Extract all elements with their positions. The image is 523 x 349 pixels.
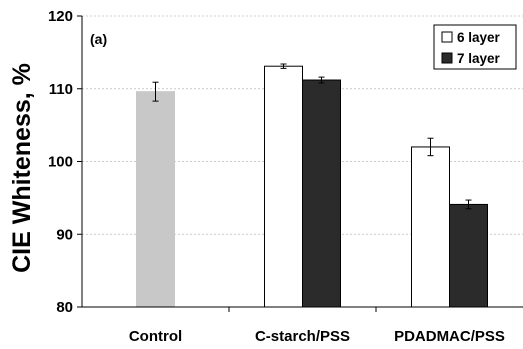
x-category-label: C-starch/PSS: [255, 328, 350, 345]
legend-swatch: [441, 31, 453, 43]
y-tick-label: 90: [56, 226, 73, 243]
y-tick-label: 120: [48, 8, 73, 25]
x-category-label: Control: [129, 328, 182, 345]
bar-6-layer: [411, 146, 450, 308]
legend-label: 7 layer: [457, 51, 501, 66]
bar-7-layer: [449, 203, 488, 308]
y-axis-label: CIE Whiteness, %: [8, 63, 36, 273]
bar-7-layer: [302, 79, 341, 308]
legend-swatch: [441, 52, 453, 64]
y-tick-label: 110: [49, 81, 73, 98]
x-category-label: PDADMAC/PSS: [394, 328, 505, 345]
bar-6-layer: [264, 65, 303, 308]
y-tick-label: 80: [56, 299, 73, 316]
legend: 6 layer 7 layer: [433, 24, 517, 70]
plot-area: [136, 63, 488, 308]
legend-label: 6 layer: [457, 30, 501, 45]
y-axis: 80 90 100 110 120: [48, 8, 83, 316]
x-axis: Control C-starch/PSS PDADMAC/PSS: [82, 306, 523, 345]
panel-annotation: (a): [90, 31, 107, 47]
y-tick-label: 100: [48, 154, 73, 171]
bar-control: [136, 91, 175, 308]
